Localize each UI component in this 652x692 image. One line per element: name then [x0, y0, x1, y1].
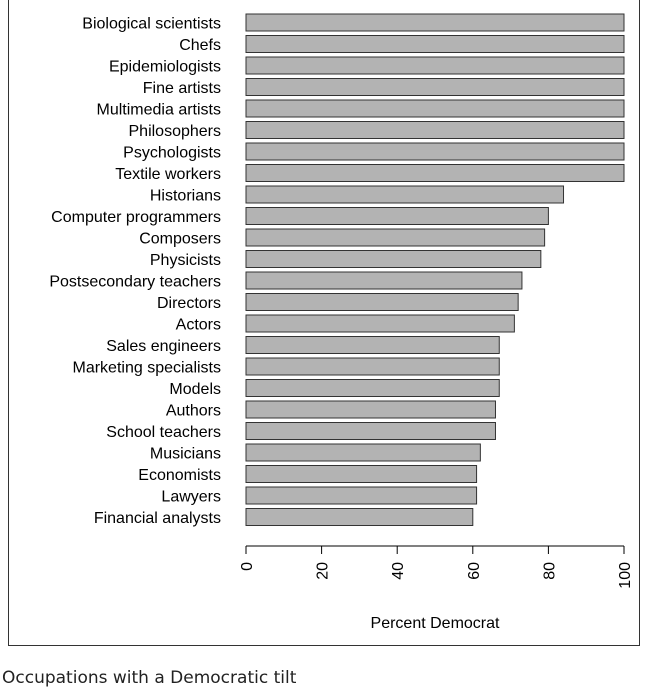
figure-caption: Occupations with a Democratic tilt: [2, 668, 297, 688]
bar-financial-analysts: [245, 508, 474, 526]
category-label: Biological scientists: [82, 16, 221, 33]
bar-biological-scientists: [245, 13, 625, 32]
x-tick-label: 0: [239, 562, 256, 571]
category-label: Economists: [138, 467, 221, 484]
category-label: Composers: [139, 231, 221, 248]
category-label: Computer programmers: [51, 209, 221, 226]
bar-models: [245, 379, 500, 397]
category-label: Textile workers: [115, 166, 221, 183]
bar-philosophers: [245, 121, 625, 139]
bar-fine-artists: [245, 78, 625, 96]
bar-directors: [245, 293, 519, 311]
category-label: Historians: [150, 188, 221, 205]
bar-textile-workers: [245, 164, 625, 182]
category-labels-group: Biological scientists Chefs Epidemiologist…: [49, 16, 221, 528]
category-label: Epidemiologists: [109, 59, 221, 76]
bar-historians: [245, 185, 565, 204]
category-label: School teachers: [106, 424, 221, 441]
category-label: Fine artists: [143, 80, 221, 97]
bars-group: [245, 13, 625, 526]
x-axis-title: Percent Democrat: [371, 615, 500, 632]
bar-epidemiologists: [245, 56, 625, 75]
bar-sales-engineers: [245, 336, 500, 354]
x-tick-label: 40: [390, 562, 407, 580]
category-label: Models: [169, 381, 221, 398]
category-label: Psychologists: [123, 145, 221, 162]
category-label: Actors: [176, 317, 221, 334]
category-label: Philosophers: [129, 123, 222, 140]
category-label: Authors: [166, 403, 221, 420]
bar-computer-programmers: [245, 207, 549, 225]
category-label: Sales engineers: [106, 338, 221, 355]
bar-chart: Biological scientists Chefs Epidemiologist…: [49, 13, 634, 632]
bar-composers: [245, 228, 546, 247]
category-label: Multimedia artists: [97, 102, 221, 119]
bar-psychologists: [245, 142, 625, 161]
category-label: Lawyers: [161, 489, 221, 506]
category-label: Physicists: [150, 252, 221, 269]
bar-physicists: [245, 250, 542, 268]
bar-lawyers: [245, 486, 478, 505]
bar-postsecondary-teachers: [245, 271, 523, 290]
category-label: Directors: [157, 295, 221, 312]
bar-actors: [245, 314, 515, 333]
bar-economists: [245, 465, 478, 483]
bar-school-teachers: [245, 422, 496, 440]
bar-chefs: [245, 35, 625, 53]
bar-multimedia-artists: [245, 99, 625, 118]
category-label: Financial analysts: [94, 510, 221, 527]
x-tick-label: 60: [466, 562, 483, 580]
x-tick-label: 80: [541, 562, 558, 580]
x-tick-label: 100: [617, 562, 634, 589]
category-label: Marketing specialists: [73, 360, 222, 377]
bar-musicians: [245, 443, 481, 462]
x-tick-label: 20: [315, 562, 332, 580]
category-label: Chefs: [179, 37, 221, 54]
category-label: Postsecondary teachers: [49, 274, 221, 291]
bar-marketing-specialists: [245, 357, 500, 376]
bar-authors: [245, 400, 496, 419]
chart-frame: [8, 0, 640, 646]
x-axis: 0 20 40 60 80 100: [239, 545, 634, 589]
category-label: Musicians: [150, 446, 221, 463]
